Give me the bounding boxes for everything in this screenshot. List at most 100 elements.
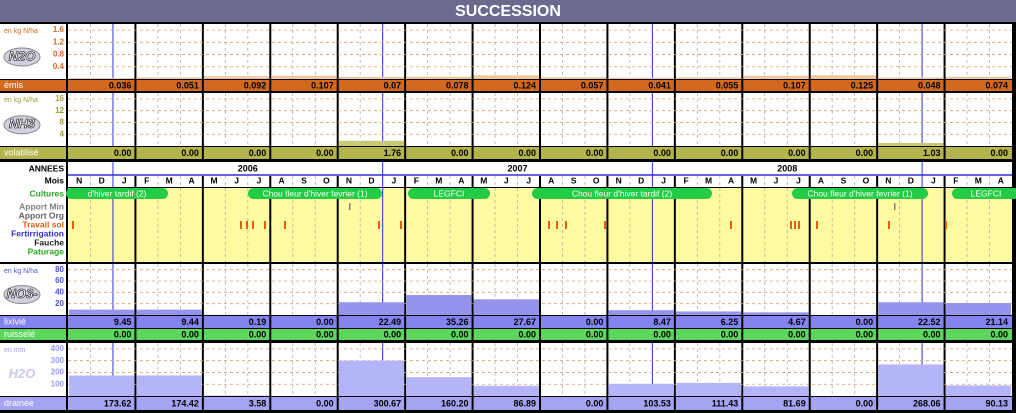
bar (743, 312, 809, 315)
row-value: 0.00 (181, 148, 199, 158)
bar (878, 142, 944, 146)
y-tick-label: 8 (60, 118, 65, 127)
calendar-row-label: Mois (45, 175, 65, 185)
row-value: 0.00 (721, 329, 739, 339)
month-label: D (368, 175, 374, 185)
y-tick-label: 1.2 (53, 37, 65, 46)
row-value: 111.43 (712, 398, 739, 408)
travail-sol-mark (548, 221, 550, 229)
calendar-label-col (0, 162, 66, 262)
travail-sol-mark (730, 221, 732, 229)
row-value: 0.00 (316, 398, 334, 408)
row-value: 0.00 (586, 329, 604, 339)
y-tick-label: 100 (51, 379, 65, 388)
month-label: J (774, 175, 779, 185)
bar (271, 75, 337, 79)
crop-pill (408, 188, 490, 199)
month-label: J (392, 175, 397, 185)
row-value: 0.00 (990, 148, 1008, 158)
month-label: D (908, 175, 914, 185)
crop-pill (248, 188, 382, 199)
crop-label: Chou fleur d'hiver fevrier (1) (262, 188, 367, 198)
month-label: A (278, 175, 284, 185)
row-value: 0.074 (985, 80, 1008, 90)
bar (136, 375, 202, 396)
row-value: 268.06 (913, 398, 941, 408)
row-value: 174.42 (171, 398, 199, 408)
crop-label: Chou fleur d'hiver tardif (2) (572, 188, 673, 198)
crop-pill (532, 188, 712, 199)
row-value: 81.69 (783, 398, 806, 408)
travail-sol-mark (604, 221, 606, 229)
row-value: 86.89 (513, 398, 536, 408)
row-value: 0.00 (114, 148, 132, 158)
row-value: 9.45 (114, 317, 132, 327)
y-tick-label: 0.8 (53, 50, 65, 59)
bar (608, 77, 674, 79)
month-label: J (122, 175, 127, 185)
row-value: 0.036 (109, 80, 132, 90)
bar (878, 77, 944, 79)
bar (675, 382, 742, 396)
logo-blob (3, 115, 41, 135)
month-label: J (504, 175, 509, 185)
row-label: lixivié (4, 316, 26, 326)
row-value: 103.53 (643, 398, 671, 408)
row-value: 27.67 (513, 317, 536, 327)
year-label: 2007 (508, 163, 528, 173)
unit-label: en kg N/ha (4, 97, 38, 104)
molecule-logo: H2O (9, 366, 36, 381)
row-value: 0.057 (581, 80, 604, 90)
bar (69, 375, 135, 396)
month-label: A (458, 175, 464, 185)
logo-blob (3, 47, 41, 67)
travail-sol-mark (72, 221, 74, 229)
month-label: O (323, 175, 330, 185)
row-value: 21.14 (985, 317, 1008, 327)
travail-sol-mark (246, 221, 248, 229)
bar (473, 75, 539, 79)
row-value: 0.00 (856, 398, 874, 408)
row-value: 0.00 (249, 329, 267, 339)
bar (878, 302, 944, 315)
molecule-logo: NH3 (9, 116, 36, 131)
row-value: 173.62 (104, 398, 132, 408)
row-value: 0.07 (384, 80, 402, 90)
row-value: 0.00 (114, 329, 132, 339)
row-label: émis (4, 80, 24, 90)
calendar-row-label: Fauche (34, 237, 64, 247)
row-value: 0.00 (788, 148, 806, 158)
calendar-row-label: Fertirrigation (11, 228, 64, 238)
row-value: 3.58 (249, 398, 267, 408)
bar (541, 77, 607, 79)
unit-label: en mm (4, 347, 26, 354)
row-value: 0.00 (653, 329, 671, 339)
row-value: 0.048 (918, 80, 941, 90)
month-label: D (638, 175, 644, 185)
apport-min-mark (349, 203, 351, 210)
month-label: S (571, 175, 577, 185)
molecule-logo: NO3- (6, 286, 37, 301)
crop-pill (792, 188, 928, 199)
row-value: 0.00 (990, 329, 1008, 339)
bar (608, 383, 674, 396)
row-value: 22.49 (379, 317, 402, 327)
calendar-row-label: Apport Min (19, 201, 64, 211)
bar (945, 303, 1011, 315)
crop-label: LEGFCI (434, 188, 465, 198)
row-value: 0.00 (316, 317, 334, 327)
y-tick-label: 60 (55, 276, 64, 285)
month-label: A (548, 175, 554, 185)
travail-sol-mark (816, 221, 818, 229)
month-label: M (480, 175, 487, 185)
row-value: 0.00 (181, 329, 199, 339)
row-label-cell (0, 316, 66, 328)
month-label: A (998, 175, 1004, 185)
unit-label: en kg N/ha (4, 268, 38, 275)
row-value: 0.00 (923, 329, 941, 339)
row-value: 0.00 (586, 317, 604, 327)
travail-sol-mark (252, 221, 254, 229)
row-value: 0.00 (856, 329, 874, 339)
logo-blob (3, 285, 41, 305)
